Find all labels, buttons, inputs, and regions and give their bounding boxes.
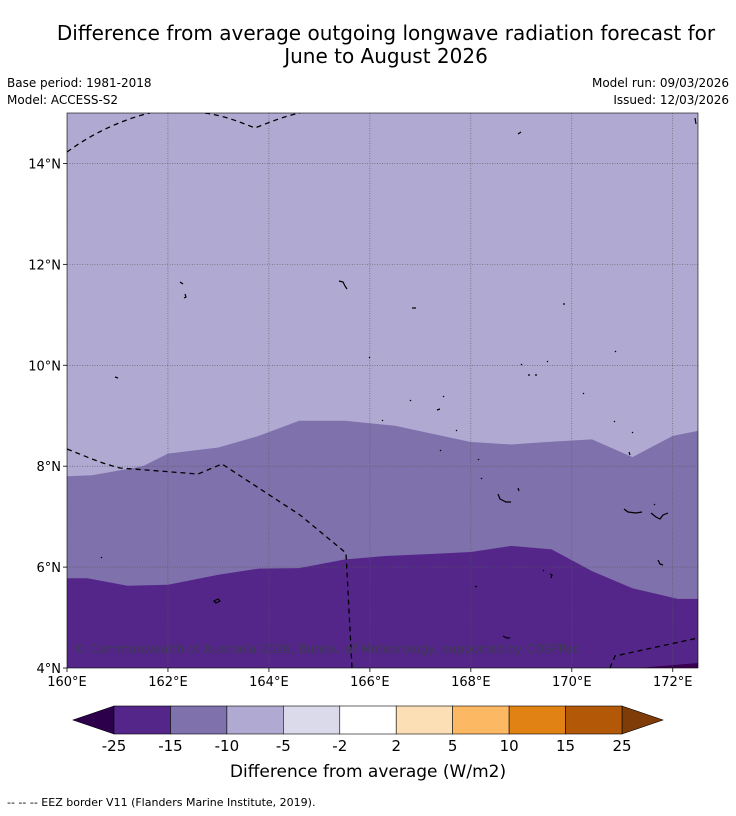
x-tick-label: 166°E: [350, 675, 390, 690]
eez-borders: [67, 113, 698, 668]
x-tick-label: 162°E: [148, 675, 188, 690]
island: [436, 408, 441, 411]
island: [520, 360, 549, 376]
island: [474, 585, 510, 639]
eez-border-segment: [67, 113, 151, 153]
metadata-right: Model run: 09/03/2026 Issued: 12/03/2026: [592, 75, 729, 109]
y-tick-label: 4°N: [37, 662, 62, 677]
base-period: Base period: 1981-2018: [7, 76, 152, 90]
island: [653, 503, 664, 566]
eez-border-segment: [67, 448, 353, 668]
map-figure: © Commonwealth of Australia 2026, Bureau…: [28, 112, 699, 755]
island: [179, 281, 184, 285]
island: [614, 350, 617, 353]
x-tick-label: 170°E: [552, 675, 592, 690]
colorbar-tick-label: 15: [556, 737, 575, 755]
colorbar-tick-label: 2: [391, 737, 401, 755]
issued-date: Issued: 12/03/2026: [613, 93, 729, 107]
island: [100, 556, 553, 579]
colorbar-tick-label: 25: [612, 737, 631, 755]
islands: [100, 117, 697, 639]
colorbar-tick-label: -2: [332, 737, 347, 755]
copyright-notice: © Commonwealth of Australia 2026, Bureau…: [74, 642, 579, 656]
colorbar-swatch: [283, 705, 341, 735]
latitude-ticks: 4°N 6°N 8°N 10°N 12°N 14°N: [28, 157, 67, 677]
x-tick-label: 164°E: [249, 675, 289, 690]
colorbar-tick-label: -15: [158, 737, 183, 755]
island: [381, 419, 483, 480]
x-tick-label: 172°E: [653, 675, 693, 690]
colorbar-swatch: [508, 705, 566, 735]
colorbar-tick-label: -25: [102, 737, 127, 755]
island: [623, 508, 669, 520]
x-tick-label: 168°E: [451, 675, 491, 690]
colorbar-swatch: [170, 705, 228, 735]
map-plot-area: © Commonwealth of Australia 2026, Bureau…: [67, 113, 698, 668]
y-tick-label: 8°N: [37, 460, 62, 475]
colorbar-swatch: [339, 705, 397, 735]
title-line-2: June to August 2026: [284, 44, 488, 68]
island: [442, 395, 445, 398]
island: [694, 117, 697, 125]
island: [517, 131, 522, 135]
model-name: Model: ACCESS-S2: [7, 93, 119, 107]
y-tick-label: 14°N: [28, 157, 61, 172]
eez-border-segment: [609, 637, 698, 668]
island: [368, 356, 371, 359]
colorbar-label: Difference from average (W/m2): [229, 762, 507, 782]
colorbar-swatch: [452, 705, 510, 735]
title-line-1: Difference from average outgoing longwav…: [56, 21, 716, 45]
colorbar-extend-over: [621, 705, 664, 735]
y-tick-label: 10°N: [28, 359, 61, 374]
colorbar-swatch: [565, 705, 623, 735]
region-corner: [638, 663, 698, 668]
colorbar: -25 -15 -10 -5 -2 2 5 10 15 25: [72, 705, 664, 755]
island: [114, 376, 119, 379]
chart-title: Difference from average outgoing longwav…: [0, 22, 736, 68]
x-tick-label: 160°E: [47, 675, 87, 690]
region-lower: [67, 545, 698, 668]
colorbar-tick-label: 5: [448, 737, 458, 755]
gridlines: [67, 113, 698, 668]
island: [409, 399, 412, 402]
y-tick-label: 12°N: [28, 258, 61, 273]
model-run: Model run: 09/03/2026: [591, 76, 729, 90]
island: [582, 392, 634, 456]
island: [212, 598, 222, 604]
colorbar-tick-label: 10: [500, 737, 519, 755]
island: [497, 487, 520, 503]
map-frame: [66, 112, 699, 669]
colorbar-swatch: [226, 705, 284, 735]
colorbar-extend-under: [72, 705, 115, 735]
island: [338, 280, 348, 290]
longitude-ticks: 160°E 162°E 164°E 166°E 168°E 170°E 172°E: [47, 668, 693, 690]
colorbar-tick-label: -5: [276, 737, 291, 755]
colorbar-tick-label: -10: [215, 737, 240, 755]
colorbar-swatch: [395, 705, 453, 735]
colorbar-swatch: [113, 705, 171, 735]
y-tick-label: 6°N: [37, 561, 62, 576]
island: [183, 293, 187, 299]
eez-legend-note: -- -- -- EEZ border V11 (Flanders Marine…: [7, 796, 316, 809]
metadata-left: Base period: 1981-2018 Model: ACCESS-S2: [7, 75, 152, 109]
